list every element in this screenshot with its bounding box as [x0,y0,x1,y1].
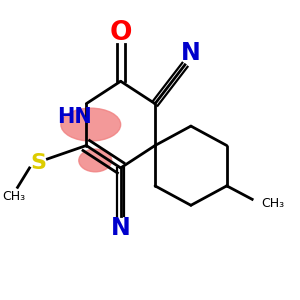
Text: O: O [110,20,132,46]
Text: CH₃: CH₃ [261,197,284,210]
Text: HN: HN [57,107,92,127]
Ellipse shape [61,108,121,141]
Text: N: N [181,41,201,65]
Text: N: N [111,216,130,240]
Text: CH₃: CH₃ [2,190,25,203]
Text: S: S [31,154,46,173]
Ellipse shape [79,149,112,172]
